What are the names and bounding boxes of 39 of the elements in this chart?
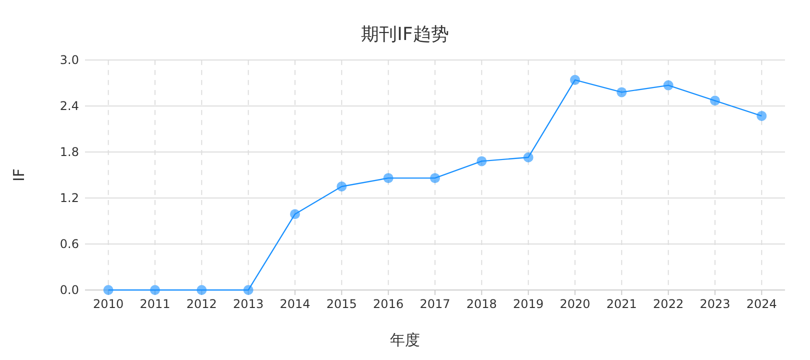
point <box>710 96 720 106</box>
y-tick-label: 0.0 <box>60 283 79 298</box>
point <box>290 209 300 220</box>
x-axis-title: 年度 <box>390 331 420 349</box>
x-tick-label: 2015 <box>326 297 357 311</box>
x-tick-label: 2011 <box>140 297 170 311</box>
point <box>430 173 440 184</box>
x-tick-label: 2012 <box>186 297 217 311</box>
point <box>336 182 347 192</box>
x-tick-label: 2020 <box>560 297 590 311</box>
point <box>243 285 254 295</box>
point <box>196 285 207 295</box>
y-tick-label: 2.4 <box>60 99 79 114</box>
y-axis-title: IF <box>10 168 28 182</box>
x-tick-label: 2013 <box>233 297 264 311</box>
chart-title: 期刊IF趋势 <box>361 24 449 45</box>
y-tick-label: 1.8 <box>60 145 79 160</box>
point <box>616 87 627 98</box>
point <box>523 152 534 162</box>
x-tick-label: 2019 <box>513 297 544 311</box>
point <box>756 110 767 121</box>
x-tick-label: 2023 <box>700 297 730 311</box>
point <box>383 173 394 184</box>
x-tick-label: 2017 <box>420 297 450 311</box>
x-tick-label: 2014 <box>280 297 310 311</box>
x-tick-label: 2018 <box>466 297 497 311</box>
x-tick-label: 2022 <box>653 297 684 311</box>
y-tick-label: 3.0 <box>60 53 79 68</box>
point <box>103 285 114 295</box>
x-tick-label: 2016 <box>373 297 404 311</box>
y-tick-label: 0.6 <box>60 237 79 252</box>
x-tick-label: 2021 <box>606 297 637 311</box>
point <box>150 285 160 295</box>
y-tick-label: 1.2 <box>60 191 79 206</box>
point <box>476 156 487 166</box>
x-tick-label: 2010 <box>93 297 124 311</box>
point <box>570 74 580 85</box>
x-tick-label: 2024 <box>746 297 777 311</box>
point <box>663 80 674 90</box>
